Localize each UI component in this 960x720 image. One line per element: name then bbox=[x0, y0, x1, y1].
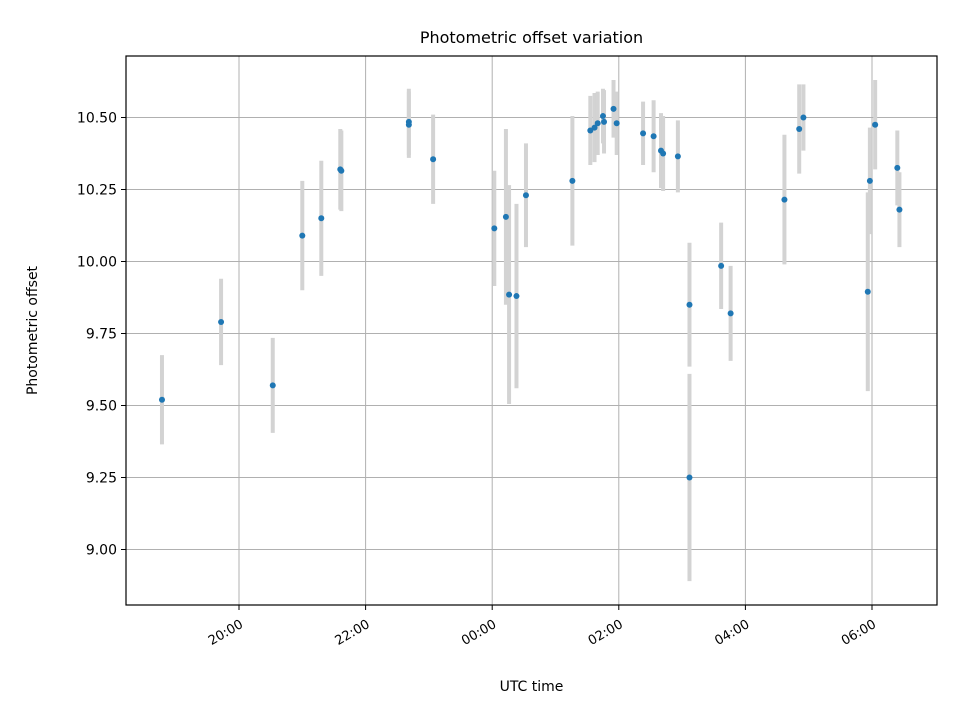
y-tick-label: 10.50 bbox=[77, 111, 117, 127]
data-point bbox=[872, 121, 879, 128]
data-point bbox=[894, 164, 901, 171]
data-point bbox=[866, 177, 873, 184]
data-point bbox=[640, 130, 647, 137]
data-points bbox=[158, 105, 903, 481]
y-tick-label: 9.75 bbox=[86, 327, 117, 343]
y-tick-label: 9.25 bbox=[86, 471, 117, 487]
data-point bbox=[613, 120, 620, 127]
y-tick-label: 9.50 bbox=[86, 399, 117, 415]
data-point bbox=[513, 293, 520, 300]
data-point bbox=[718, 262, 725, 269]
y-axis: 9.00 9.25 9.50 9.75 10.00 10.25 10.50 bbox=[77, 111, 126, 559]
data-point bbox=[318, 215, 325, 222]
data-point bbox=[269, 382, 276, 389]
data-point bbox=[864, 288, 871, 295]
data-point bbox=[800, 114, 807, 121]
data-point bbox=[338, 167, 345, 174]
data-point bbox=[522, 192, 529, 199]
chart-title: Photometric offset variation bbox=[420, 28, 643, 47]
data-point bbox=[218, 318, 225, 325]
data-point bbox=[502, 213, 509, 220]
data-point bbox=[506, 291, 513, 298]
data-point bbox=[491, 225, 498, 232]
data-point bbox=[594, 120, 601, 127]
x-axis-label: UTC time bbox=[500, 679, 564, 695]
data-point bbox=[650, 133, 657, 140]
data-point bbox=[405, 121, 412, 128]
data-point bbox=[601, 118, 608, 125]
data-point bbox=[610, 105, 617, 112]
data-point bbox=[299, 232, 306, 239]
data-point bbox=[569, 177, 576, 184]
y-tick-label: 10.25 bbox=[77, 183, 117, 199]
data-point bbox=[796, 126, 803, 133]
data-point bbox=[587, 127, 594, 134]
data-point bbox=[599, 113, 606, 120]
y-axis-label: Photometric offset bbox=[25, 265, 41, 395]
data-point bbox=[591, 124, 598, 131]
data-point bbox=[686, 301, 693, 308]
data-point bbox=[896, 206, 903, 213]
y-tick-label: 9.00 bbox=[86, 543, 117, 559]
data-point bbox=[781, 196, 788, 203]
y-tick-label: 10.00 bbox=[77, 255, 117, 271]
data-point bbox=[660, 150, 667, 157]
data-point bbox=[430, 156, 437, 163]
data-point bbox=[158, 396, 165, 403]
data-point bbox=[674, 153, 681, 160]
data-point bbox=[727, 310, 734, 317]
plot-frame bbox=[125, 55, 938, 606]
data-point bbox=[686, 474, 693, 481]
